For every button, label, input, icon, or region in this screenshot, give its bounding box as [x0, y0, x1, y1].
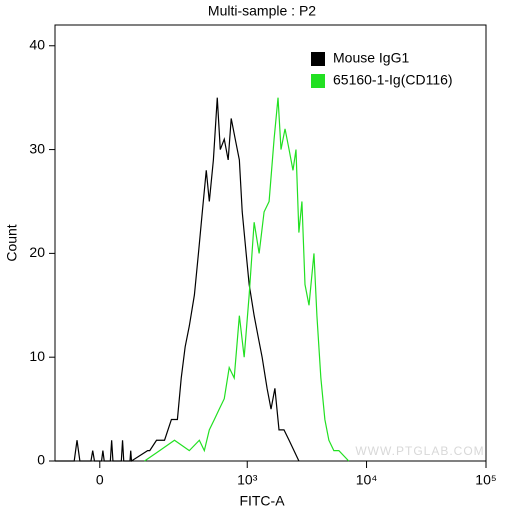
- chart-title: Multi-sample : P2: [208, 3, 316, 19]
- y-tick-label: 0: [37, 452, 45, 468]
- histogram-line: [144, 97, 350, 462]
- y-tick-label: 40: [29, 36, 45, 52]
- watermark: WWW.PTGLAB.COM: [355, 444, 484, 458]
- x-tick-label: 10⁴: [356, 472, 378, 488]
- legend-label: Mouse IgG1: [333, 50, 409, 66]
- legend-label: 65160-1-Ig(CD116): [333, 72, 453, 88]
- y-tick-label: 20: [29, 244, 45, 260]
- histogram-line: [55, 97, 300, 463]
- x-tick-label: 10⁵: [475, 472, 496, 488]
- x-axis-label: FITC-A: [239, 493, 285, 509]
- x-tick-label: 10³: [237, 472, 258, 488]
- x-tick-label: 0: [96, 472, 104, 488]
- legend-swatch: [311, 74, 325, 88]
- legend-swatch: [311, 52, 325, 66]
- plot-frame: [54, 24, 487, 462]
- y-tick-label: 30: [29, 140, 45, 156]
- y-tick-label: 10: [29, 348, 45, 364]
- y-axis-label: Count: [4, 224, 20, 261]
